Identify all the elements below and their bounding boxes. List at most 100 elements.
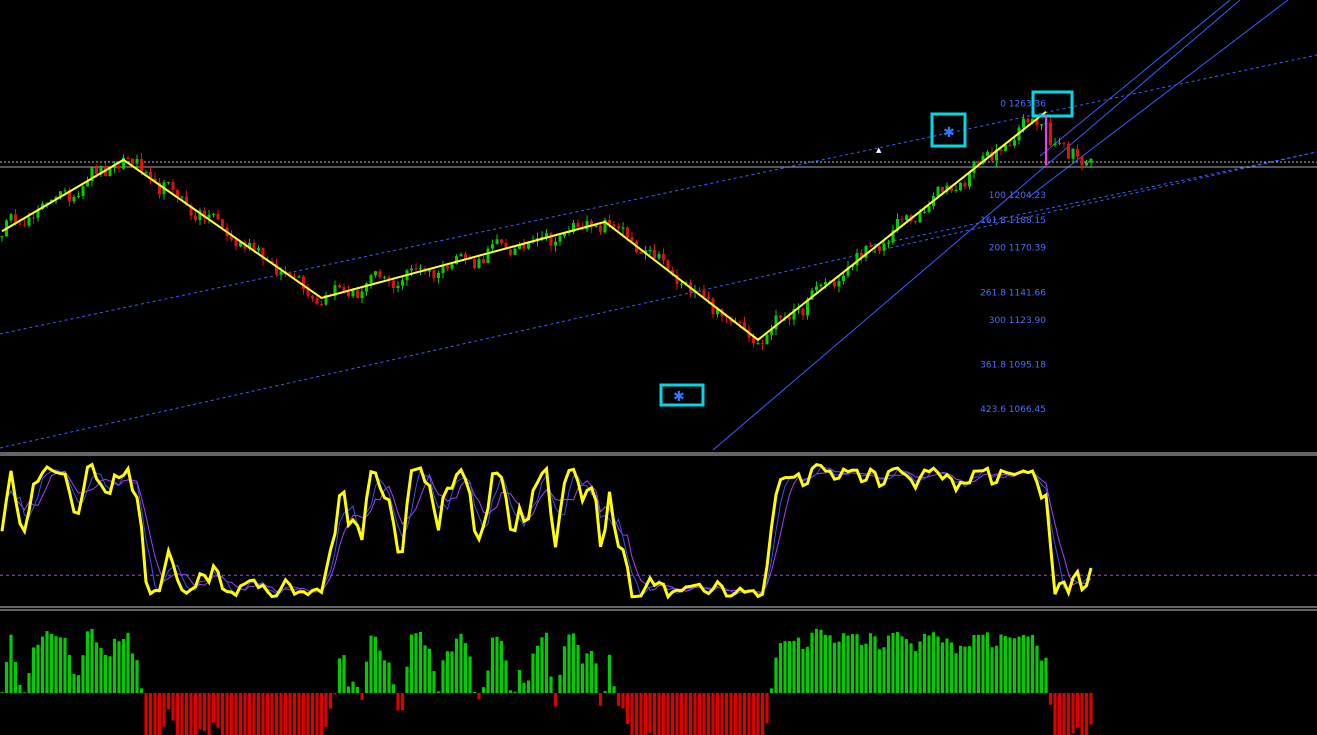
- candle-body: [81, 186, 85, 196]
- candle-body: [90, 167, 94, 181]
- candle-body: [882, 243, 886, 251]
- histogram-bar: [117, 641, 121, 693]
- candle-body: [396, 285, 400, 289]
- arrow-up-icon: ▲: [876, 146, 882, 154]
- candle-body: [792, 309, 796, 320]
- candle-body: [549, 233, 553, 246]
- trend-line-solid-1: [712, 0, 1241, 451]
- candle-body: [180, 196, 184, 198]
- histogram-bar: [112, 638, 117, 693]
- candle-body: [167, 182, 170, 184]
- candle-body: [846, 266, 850, 276]
- histogram-bar: [1075, 693, 1080, 728]
- candle-body: [648, 249, 652, 251]
- histogram-bar: [1003, 636, 1008, 693]
- histogram-bar: [364, 661, 369, 693]
- candle-body: [500, 239, 503, 243]
- candle-body: [756, 343, 760, 345]
- histogram-bar: [319, 693, 324, 735]
- histogram-bar: [963, 646, 967, 693]
- oscillator-main-line: [0, 462, 1093, 600]
- histogram-bar: [81, 655, 85, 693]
- histogram-bar: [598, 693, 603, 706]
- histogram-bar: [724, 693, 729, 735]
- histogram-bar: [751, 693, 756, 735]
- candle-body: [878, 246, 881, 251]
- histogram-bar: [823, 634, 828, 693]
- histogram-bar: [108, 656, 112, 693]
- histogram-bar: [828, 635, 832, 693]
- histogram-bar: [337, 658, 342, 693]
- candle-body: [257, 248, 260, 251]
- histogram-bar: [904, 639, 909, 693]
- fib-level-label: 200 1170.39: [989, 244, 1047, 254]
- candle-body: [1071, 148, 1075, 159]
- candle-body: [27, 217, 31, 226]
- candle-body: [761, 343, 764, 345]
- histogram-bar: [22, 692, 27, 693]
- histogram-bar: [576, 644, 580, 693]
- histogram-bar: [697, 693, 702, 735]
- candle-body: [788, 317, 791, 320]
- candle-body: [392, 280, 395, 289]
- candle-body: [860, 253, 863, 258]
- histogram-bar: [247, 693, 252, 735]
- histogram-bar: [814, 628, 819, 693]
- histogram-bar: [778, 643, 783, 693]
- histogram-bar: [652, 693, 657, 735]
- histogram-bar: [378, 650, 382, 693]
- histogram-bar: [144, 693, 148, 735]
- candle-body: [288, 272, 292, 277]
- histogram-bar: [400, 693, 405, 711]
- pivot-low-box: [659, 383, 705, 407]
- candle-body: [1040, 124, 1043, 126]
- candle-body: [32, 217, 35, 219]
- histogram-bar: [166, 693, 171, 710]
- histogram-bar: [274, 693, 279, 735]
- histogram-bar: [486, 670, 490, 693]
- histogram-bar: [720, 693, 724, 735]
- histogram-bar: [414, 633, 418, 693]
- candle-body: [986, 151, 989, 156]
- histogram-bar: [535, 645, 540, 693]
- histogram-bar: [1021, 634, 1026, 693]
- histogram-bar: [445, 651, 450, 693]
- candle-body: [716, 309, 719, 315]
- trend-line-solid-3: [1039, 0, 1231, 157]
- histogram-bar: [787, 641, 792, 693]
- histogram-bar: [841, 633, 846, 693]
- histogram-bar: [805, 646, 810, 693]
- histogram-bar: [252, 693, 256, 735]
- candle-body: [122, 157, 125, 169]
- histogram-bar: [54, 636, 58, 693]
- candle-body: [473, 259, 476, 269]
- candle-body: [1008, 145, 1012, 147]
- histogram-bar: [769, 688, 774, 693]
- histogram-bar: [99, 647, 103, 693]
- candle-body: [977, 161, 980, 164]
- candle-body: [315, 298, 319, 305]
- candle-body: [837, 280, 841, 287]
- candle-body: [320, 304, 323, 306]
- candle-body: [963, 182, 967, 187]
- histogram-bar: [391, 684, 396, 693]
- histogram-bar: [738, 693, 742, 735]
- candle-body: [351, 290, 355, 297]
- histogram-bar: [27, 673, 31, 693]
- candle-body: [1058, 142, 1061, 144]
- candle-body: [540, 237, 544, 239]
- histogram-bar: [1035, 645, 1039, 693]
- candle-body: [959, 182, 962, 190]
- histogram-bar: [625, 693, 630, 725]
- candle-body: [297, 276, 301, 278]
- histogram-bar: [148, 693, 153, 735]
- candle-body: [216, 213, 220, 220]
- candle-body: [221, 219, 224, 228]
- candle-body: [342, 287, 346, 292]
- histogram-bar: [454, 638, 459, 693]
- histogram-bar: [36, 644, 40, 693]
- candle-body: [833, 281, 836, 287]
- histogram-bar: [477, 693, 481, 700]
- candle-body: [945, 185, 949, 192]
- histogram-bar: [702, 693, 706, 735]
